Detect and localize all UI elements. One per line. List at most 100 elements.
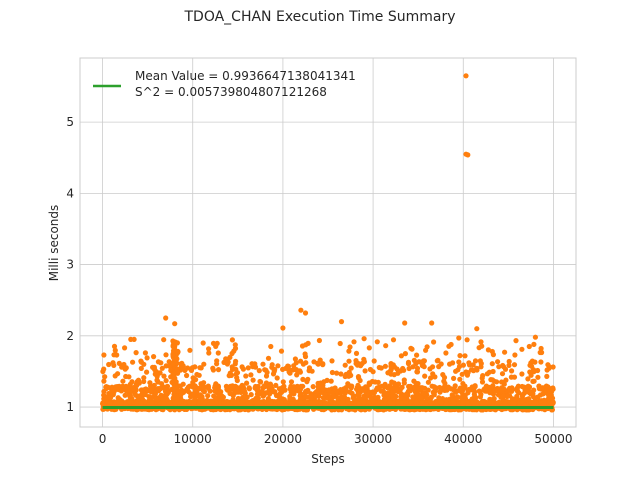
scatter-point [466, 362, 473, 368]
scatter-point [100, 401, 106, 407]
x-tick-label: 0 [99, 432, 107, 446]
scatter-point [214, 361, 220, 367]
scatter-point [235, 395, 241, 402]
x-tick-label: 30000 [354, 432, 392, 446]
scatter-point [525, 383, 531, 389]
scatter-point [468, 367, 475, 373]
scatter-point [157, 370, 163, 376]
scatter-point [306, 365, 313, 371]
scatter-point [544, 373, 550, 379]
scatter-point [490, 383, 496, 389]
scatter-point [502, 349, 508, 355]
scatter-point [419, 399, 425, 405]
y-tick-label: 4 [66, 186, 74, 200]
scatter-point [338, 371, 344, 377]
scatter-point [240, 394, 246, 400]
scatter-point [375, 379, 381, 385]
scatter-point [320, 362, 326, 368]
scatter-point [248, 372, 254, 378]
scatter-point [300, 376, 306, 382]
scatter-point [356, 401, 362, 407]
scatter-point [489, 377, 496, 383]
scatter-point [244, 380, 250, 386]
scatter-point [288, 389, 294, 395]
axes-frame [79, 57, 577, 428]
scatter-point [252, 385, 258, 391]
scatter-point [506, 386, 513, 392]
scatter-point [342, 362, 348, 368]
scatter-point [519, 398, 525, 404]
scatter-point [358, 363, 364, 369]
scatter-point [254, 396, 260, 402]
scatter-point [272, 366, 278, 373]
scatter-point [229, 350, 235, 357]
scatter-point [206, 346, 212, 352]
scatter-point [213, 396, 219, 402]
scatter-point [438, 400, 445, 406]
scatter-point [201, 389, 207, 395]
scatter-point [133, 381, 139, 387]
scatter-point [329, 358, 335, 364]
scatter-point [227, 370, 233, 376]
scatter-point [355, 396, 361, 402]
scatter-point [390, 385, 396, 392]
scatter-point [138, 359, 144, 365]
scatter-point [107, 400, 113, 406]
scatter-point [201, 384, 207, 390]
scatter-point [501, 364, 507, 370]
scatter-point [485, 347, 491, 353]
scatter-point [425, 387, 431, 393]
scatter-point [171, 388, 177, 394]
scatter-point [310, 384, 316, 390]
scatter-point [353, 350, 360, 356]
scatter-point [431, 339, 437, 345]
scatter-point [535, 374, 541, 380]
scatter-point [346, 369, 352, 375]
scatter-point [351, 339, 357, 345]
scatter-point [173, 384, 179, 390]
scatter-point [369, 390, 375, 396]
scatter-point-outlier [280, 325, 286, 331]
scatter-point [142, 350, 148, 356]
scatter-point [157, 385, 164, 391]
scatter-point [378, 388, 384, 394]
scatter-point [227, 390, 233, 397]
scatter-point [144, 369, 150, 375]
scatter-point [527, 390, 533, 396]
scatter-point [245, 365, 251, 371]
scatter-point [258, 379, 264, 385]
scatter-point [460, 381, 466, 387]
scatter-point [144, 355, 150, 361]
scatter-point [454, 394, 460, 400]
scatter-point [395, 381, 402, 387]
scatter-point [278, 348, 285, 354]
scatter-point [395, 399, 401, 405]
scatter-point [345, 396, 351, 402]
scatter-point [186, 398, 192, 405]
scatter-point [277, 394, 283, 400]
scatter-point [478, 339, 484, 345]
scatter-point [462, 353, 468, 359]
scatter-point [513, 338, 519, 344]
scatter-point [346, 358, 352, 364]
scatter-point [190, 391, 196, 397]
scatter-point [414, 352, 420, 358]
scatter-point [446, 343, 452, 349]
scatter-point [328, 378, 334, 384]
scatter-point [401, 367, 407, 373]
scatter-point [210, 367, 216, 373]
scatter-point [349, 383, 355, 389]
scatter-point [527, 369, 533, 375]
scatter-point [408, 345, 414, 351]
scatter-point [550, 364, 556, 370]
scatter-point [303, 342, 309, 348]
scatter-point [455, 367, 461, 373]
scatter-point-outlier [465, 152, 471, 158]
scatter-point [215, 367, 222, 373]
scatter-point [442, 387, 448, 393]
y-tick-label: 2 [66, 329, 74, 343]
scatter-point [199, 396, 205, 402]
scatter-point [501, 386, 507, 392]
scatter-point [120, 383, 126, 389]
scatter-point [526, 343, 532, 350]
